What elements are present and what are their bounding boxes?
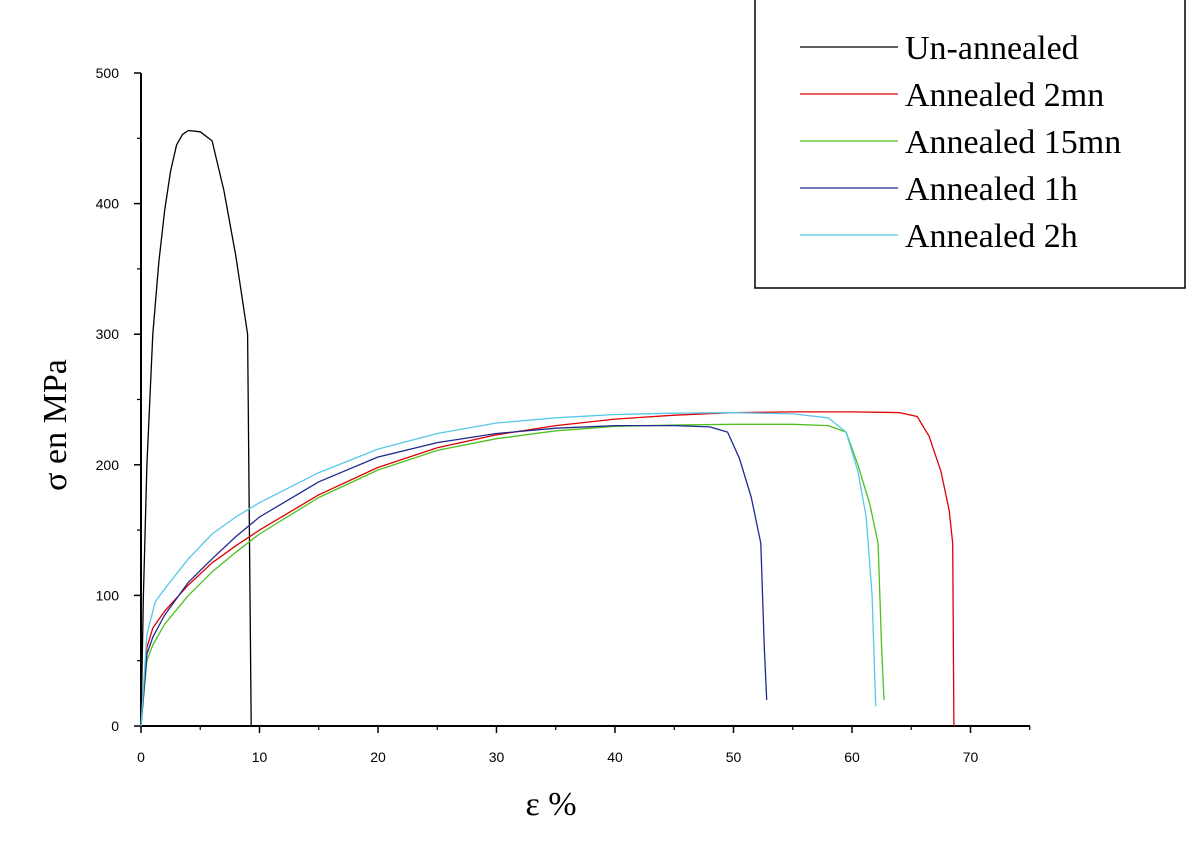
x-tick-label: 40: [607, 749, 623, 765]
series-line-annealed-2mn: [140, 411, 955, 727]
x-axis-ticks: 0 10 20 30 40 50 60 70: [137, 726, 1031, 765]
y-tick-label: 200: [96, 457, 120, 473]
x-tick-label: 0: [137, 749, 145, 765]
legend-label-un-annealed: Un-annealed: [905, 30, 1079, 67]
legend-box: [754, 0, 1186, 289]
y-tick-label: 0: [111, 718, 119, 734]
x-tick-label: 10: [252, 749, 268, 765]
legend-label-annealed-2mn: Annealed 2mn: [905, 77, 1104, 114]
y-tick-label: 100: [96, 587, 120, 603]
y-tick-label: 400: [96, 196, 120, 212]
series-line-annealed-15mn: [140, 423, 885, 727]
x-tick-label: 70: [963, 749, 979, 765]
x-tick-label: 30: [489, 749, 505, 765]
x-tick-label: 60: [844, 749, 860, 765]
legend-label-annealed-15mn: Annealed 15mn: [905, 124, 1121, 161]
legend-label-annealed-1h: Annealed 1h: [905, 171, 1078, 208]
x-tick-label: 50: [726, 749, 742, 765]
y-tick-label: 300: [96, 326, 120, 342]
plot-area: 0 10 20 30 40 50 60 70 0 100 200 300 400 500: [96, 65, 1031, 765]
y-axis-title: σ en MPa: [37, 359, 74, 491]
x-tick-label: 20: [370, 749, 386, 765]
x-axis-title: ε %: [525, 786, 576, 823]
series-line-un-annealed: [140, 129, 252, 727]
y-axis-ticks: 0 100 200 300 400 500: [96, 65, 141, 734]
legend-label-annealed-2h: Annealed 2h: [905, 218, 1078, 255]
legend: Un-annealed Annealed 2mn Annealed 15mn Anne…: [754, 0, 1186, 289]
series-lines: [140, 129, 955, 727]
series-line-annealed-1h: [140, 424, 768, 727]
y-tick-label: 500: [96, 65, 120, 81]
series-line-annealed-2h: [140, 411, 877, 727]
